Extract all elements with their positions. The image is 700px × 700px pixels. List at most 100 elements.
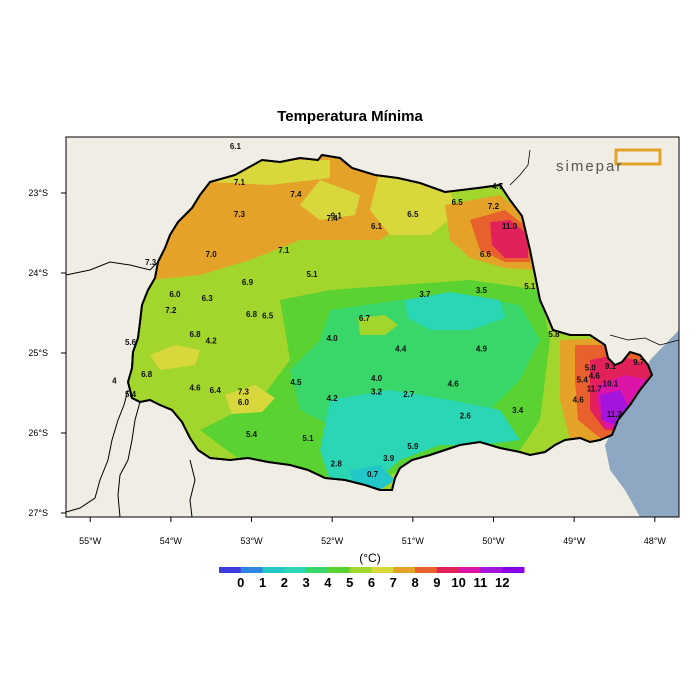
border-sc-west	[189, 459, 196, 517]
x-tick-label: 52°W	[321, 536, 344, 546]
station-value: 5.1	[524, 282, 536, 291]
colorbar-label: 3	[303, 575, 310, 590]
colorbar-label: 1	[259, 575, 266, 590]
logo-text: simepar	[556, 158, 623, 175]
y-tick-label: 25°S	[28, 348, 48, 358]
colorbar-swatch	[458, 567, 481, 573]
y-tick-label: 26°S	[28, 428, 48, 438]
station-value: 4.5	[290, 378, 302, 387]
colorbar-label: 6	[368, 575, 375, 590]
colorbar-swatch	[415, 567, 438, 573]
y-axis: 23°S 24°S 25°S 26°S 27°S	[28, 188, 66, 518]
colorbar-swatch	[393, 567, 416, 573]
y-tick-label: 23°S	[28, 188, 48, 198]
station-value: 7.4	[290, 190, 302, 199]
station-value: 4	[112, 376, 117, 385]
ocean	[605, 330, 679, 517]
station-value: 10.1	[603, 380, 619, 389]
station-value: 11.2	[607, 410, 623, 419]
station-value: 6.1	[230, 142, 242, 151]
station-value: 6.1	[371, 222, 383, 231]
station-value: 5.4	[246, 430, 258, 439]
y-tick-label: 27°S	[28, 508, 48, 518]
station-value: 6.5	[452, 198, 464, 207]
colorbar-label: 12	[495, 575, 509, 590]
colorbar-swatch	[219, 567, 242, 573]
station-value: 6.0	[169, 290, 181, 299]
station-value: 6.3	[202, 294, 214, 303]
station-value: 11.0	[502, 222, 518, 231]
station-value: 4.0	[371, 374, 383, 383]
station-value: 3.4	[512, 406, 524, 415]
station-value: 9.7	[633, 358, 645, 367]
colorbar-label: 11	[474, 575, 488, 590]
x-tick-label: 48°W	[644, 536, 667, 546]
colorbar-label: 5	[346, 575, 353, 590]
station-value: 4.7	[492, 182, 504, 191]
station-value: 6.7	[359, 314, 371, 323]
station-value: 0.7	[367, 470, 379, 479]
colorbar-swatch	[480, 567, 503, 573]
station-value: 4.6	[573, 396, 585, 405]
colorbar-swatch	[240, 567, 264, 573]
station-value: 7.1	[278, 246, 290, 255]
station-value: 5.1	[302, 434, 314, 443]
station-value: 7.2	[165, 306, 177, 315]
colorbar-swatch	[349, 567, 372, 573]
station-value: 2.6	[460, 412, 472, 421]
coastline	[609, 334, 679, 346]
parana-outline	[127, 154, 654, 491]
colorbar-label: 10	[451, 575, 465, 590]
x-tick-label: 55°W	[79, 536, 102, 546]
map-title: Temperatura Mínima	[277, 108, 423, 125]
colorbar-swatch	[436, 567, 460, 573]
station-value: 5.6	[125, 338, 137, 347]
border-sp	[509, 149, 531, 186]
station-value: 4.6	[448, 380, 460, 389]
station-value: 4.2	[327, 394, 339, 403]
station-value: 6.5	[407, 210, 419, 219]
colorbar: 0 1 2 3 4 5 6 7 8 9 10 11 12	[219, 567, 525, 590]
station-value: 6.0	[238, 398, 250, 407]
station-value: 5.9	[407, 442, 419, 451]
station-value: 5.4	[125, 390, 137, 399]
colorbar-swatch	[371, 567, 394, 573]
station-value: 4.4	[395, 344, 407, 353]
x-tick-label: 53°W	[240, 536, 263, 546]
colorbar-swatch	[306, 567, 329, 573]
border-argentina	[117, 401, 141, 517]
station-value: 4.0	[327, 334, 339, 343]
colorbar-swatch	[502, 567, 525, 573]
colorbar-label: 8	[411, 575, 418, 590]
station-value: 7.3	[234, 210, 246, 219]
station-value: 7.3	[238, 388, 250, 397]
border-paraguay	[66, 389, 129, 513]
station-value: 7.3	[145, 258, 157, 267]
colorbar-swatch	[284, 567, 307, 573]
station-value: 5.0	[585, 364, 597, 373]
station-value: 9.1	[331, 212, 343, 221]
station-value: 4.2	[206, 336, 218, 345]
station-value: 3.5	[476, 286, 488, 295]
colorbar-swatch	[262, 567, 285, 573]
x-tick-label: 51°W	[402, 536, 425, 546]
y-tick-label: 24°S	[28, 268, 48, 278]
colorbar-unit: (°C)	[359, 551, 380, 565]
station-value: 6.9	[242, 278, 254, 287]
station-value: 5.1	[306, 270, 318, 279]
station-value: 9.1	[605, 362, 617, 371]
x-axis: 55°W 54°W 53°W 52°W 51°W 50°W 49°W 48°W	[79, 517, 666, 546]
station-value: 7.2	[488, 202, 500, 211]
station-value: 7.4	[327, 214, 339, 223]
station-value: 3.9	[383, 454, 395, 463]
x-tick-label: 50°W	[482, 536, 505, 546]
station-value: 4.9	[476, 344, 488, 353]
station-value: 2.8	[331, 460, 343, 469]
colorbar-label: 7	[390, 575, 397, 590]
station-value: 7.1	[234, 178, 246, 187]
station-value: 6.8	[246, 310, 258, 319]
station-value: 6.5	[262, 312, 274, 321]
station-labels: 6.17.17.47.3 7.49.1 6.56.54.77.211.07.0 7.1…	[112, 142, 645, 479]
station-value: 2.7	[403, 390, 415, 399]
